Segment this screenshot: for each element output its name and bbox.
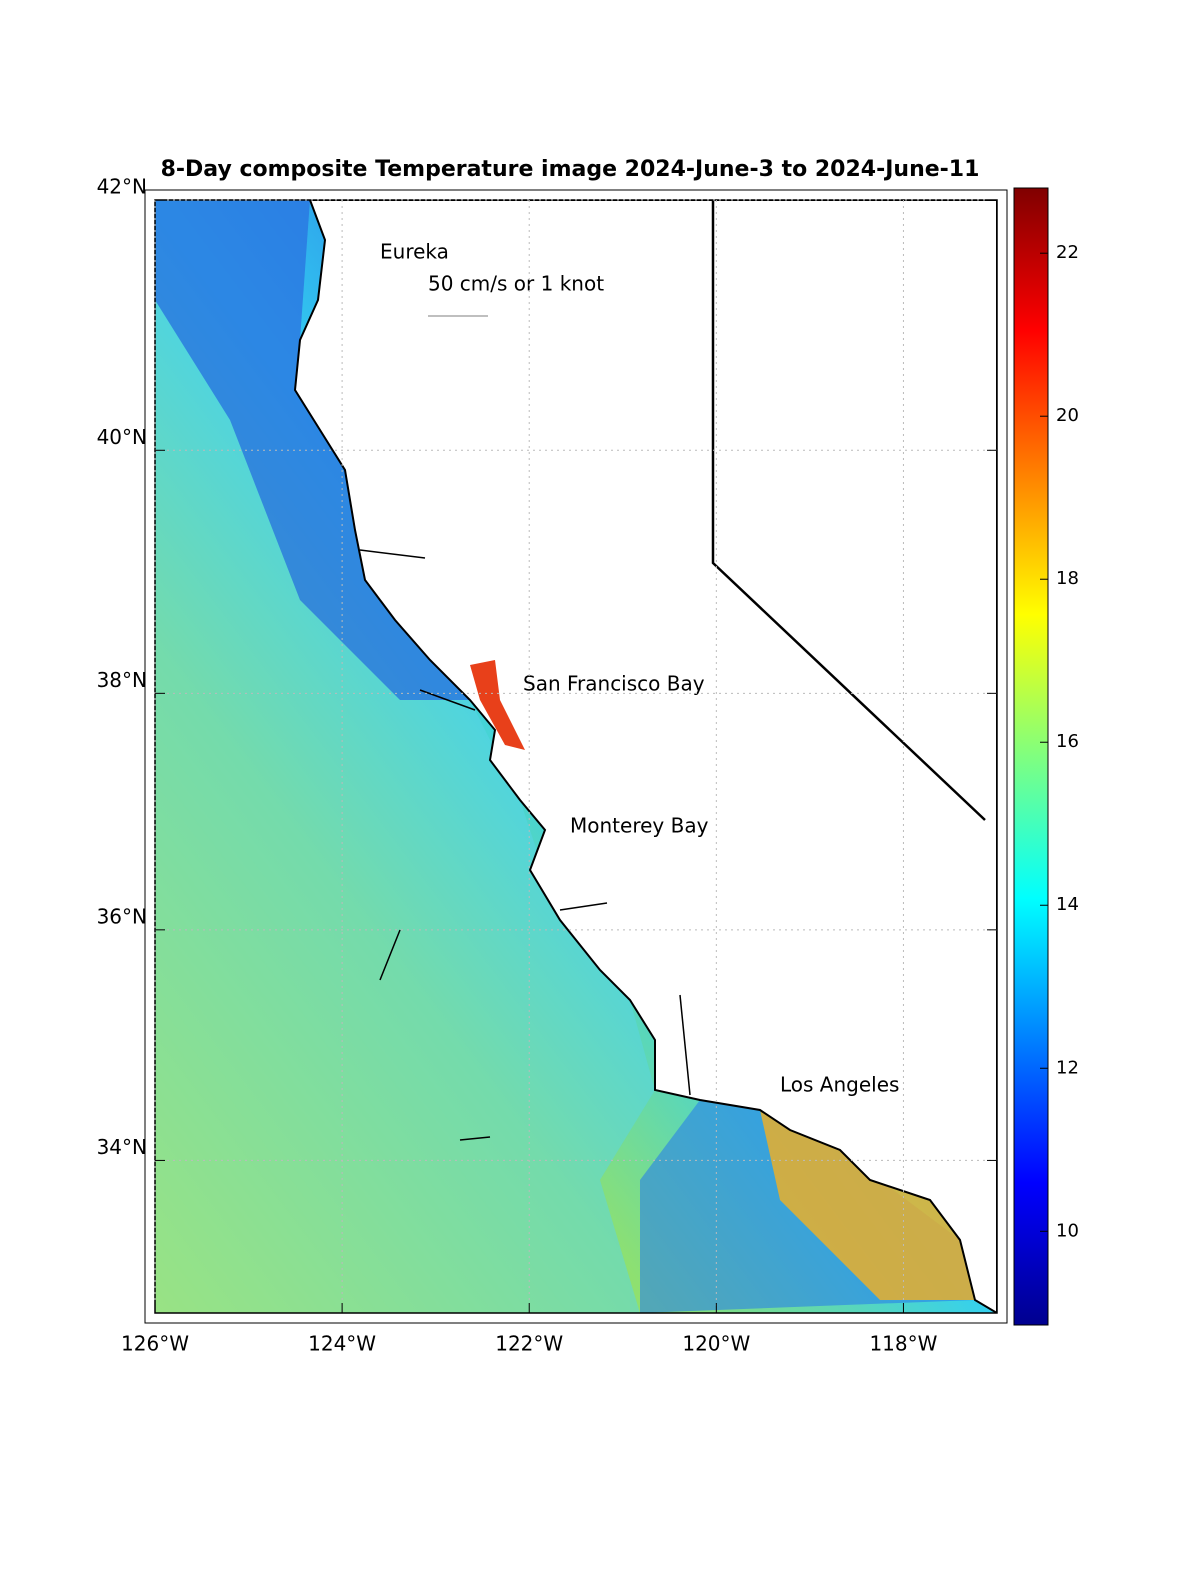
state-border: [711, 200, 986, 821]
colorbar-tick-label: 22: [1056, 242, 1079, 263]
y-tick-label: 36°N: [97, 904, 147, 928]
x-tick-label: 122°W: [495, 1332, 563, 1356]
bay: [470, 660, 525, 750]
title: 8-Day composite Temperature image 2024-J…: [161, 157, 980, 182]
colorbar-tick-label: 18: [1056, 568, 1079, 589]
y-tick-label: 40°N: [97, 425, 147, 449]
colorbar-tick-label: 20: [1056, 405, 1079, 426]
land: [293, 200, 997, 1313]
colorbar-tick-label: 12: [1056, 1057, 1079, 1078]
x-tick-label: 120°W: [682, 1332, 750, 1356]
colorbar-tick-label: 10: [1056, 1220, 1079, 1241]
colorbar-tick-label: 16: [1056, 731, 1079, 752]
place-label: San Francisco Bay: [523, 672, 705, 696]
y-tick-label: 42°N: [97, 175, 147, 199]
x-tick-label: 124°W: [308, 1332, 376, 1356]
map-area: [155, 200, 997, 1313]
place-label: Eureka: [380, 240, 449, 264]
place-label: Los Angeles: [780, 1073, 899, 1097]
x-tick-label: 118°W: [869, 1332, 937, 1356]
place-label: Monterey Bay: [570, 814, 709, 838]
current-arrows: [359, 549, 691, 1141]
ocean-band: [760, 1110, 975, 1300]
colorbar: [1013, 187, 1049, 1326]
colorbar-tick-label: 14: [1056, 894, 1079, 915]
y-tick-label: 34°N: [97, 1135, 147, 1159]
y-tick-label: 38°N: [97, 668, 147, 692]
map-frame-outer: [144, 189, 1008, 1324]
x-tick-label: 126°W: [121, 1332, 189, 1356]
scale-label: 50 cm/s or 1 knot: [428, 272, 604, 296]
